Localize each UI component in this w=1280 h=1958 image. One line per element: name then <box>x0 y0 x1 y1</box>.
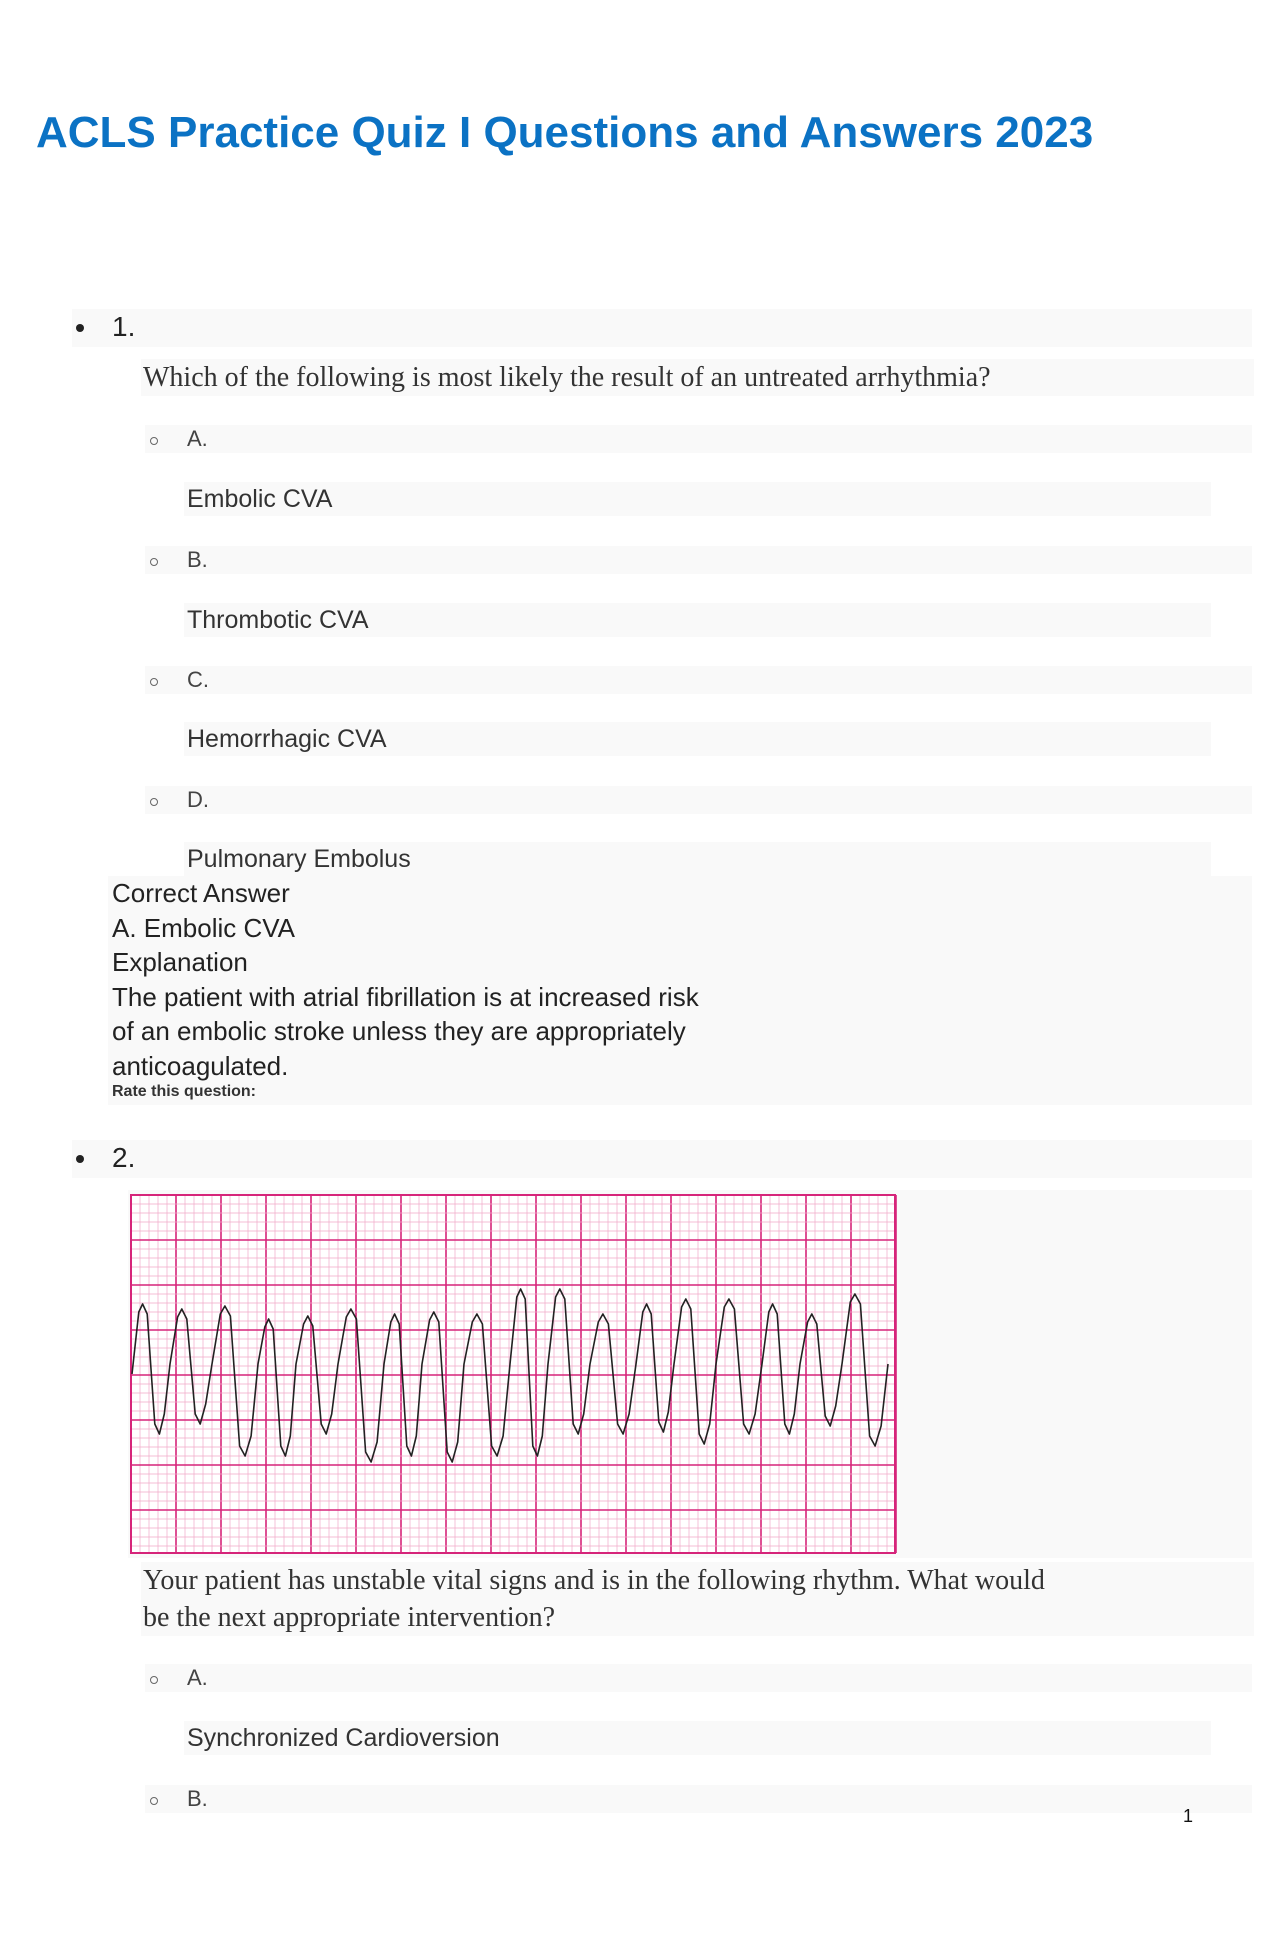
circle-bullet-icon <box>150 798 158 806</box>
ecg-waveform <box>131 1288 889 1463</box>
ecg-border <box>130 1194 896 1554</box>
question-number-row: 2. <box>72 1140 1252 1178</box>
ecg-image-container <box>128 1190 1252 1558</box>
circle-bullet-icon <box>150 1797 158 1805</box>
option-row[interactable]: D. <box>145 786 1252 814</box>
circle-bullet-icon <box>150 558 158 566</box>
ecg-background <box>131 1195 895 1553</box>
circle-bullet-icon <box>150 437 158 445</box>
question-number-row: 1. <box>72 309 1252 347</box>
question-text-line: Your patient has unstable vital signs an… <box>143 1565 1045 1596</box>
circle-bullet-icon <box>150 678 158 686</box>
answer-explanation: Correct Answer A. Embolic CVA Explanatio… <box>108 876 1252 1105</box>
question-text-line: be the next appropriate intervention? <box>143 1602 556 1633</box>
option-row[interactable]: A. <box>145 425 1252 453</box>
bullet-icon <box>76 1155 84 1163</box>
question-number: 2. <box>112 1142 136 1173</box>
option-label: B. <box>187 1786 208 1811</box>
option-text[interactable]: Hemorrhagic CVA <box>184 722 1211 756</box>
correct-answer-heading: Correct Answer <box>112 878 290 908</box>
option-label: A. <box>187 1665 208 1690</box>
bullet-icon <box>76 324 84 332</box>
question-text: Which of the following is most likely th… <box>141 359 1254 396</box>
option-label: D. <box>187 787 209 812</box>
explanation-line: anticoagulated. <box>112 1050 289 1081</box>
option-row[interactable]: B. <box>145 546 1252 574</box>
option-row[interactable]: A. <box>145 1664 1252 1692</box>
explanation-line: of an embolic stroke unless they are app… <box>112 1016 686 1046</box>
option-text[interactable]: Synchronized Cardioversion <box>184 1721 1211 1755</box>
option-text[interactable]: Embolic CVA <box>184 482 1211 516</box>
option-label: B. <box>187 547 208 572</box>
option-row[interactable]: C. <box>145 666 1252 694</box>
option-text[interactable]: Pulmonary Embolus <box>184 842 1211 876</box>
option-label: A. <box>187 426 208 451</box>
option-label: C. <box>187 667 209 692</box>
question-number: 1. <box>112 311 136 342</box>
rate-question-label: Rate this question: <box>112 1083 257 1100</box>
option-row[interactable]: B. <box>145 1785 1252 1813</box>
correct-answer: A. Embolic CVA <box>112 912 296 943</box>
explanation-line: The patient with atrial fibrillation is … <box>112 981 699 1012</box>
ecg-rhythm-strip <box>130 1194 897 1554</box>
page-number: 1 <box>1183 1806 1194 1826</box>
explanation-heading: Explanation <box>112 947 248 977</box>
option-text[interactable]: Thrombotic CVA <box>184 603 1211 637</box>
question-text: Your patient has unstable vital signs an… <box>141 1562 1254 1636</box>
page-title: ACLS Practice Quiz I Questions and Answe… <box>36 108 1094 157</box>
circle-bullet-icon <box>150 1676 158 1684</box>
